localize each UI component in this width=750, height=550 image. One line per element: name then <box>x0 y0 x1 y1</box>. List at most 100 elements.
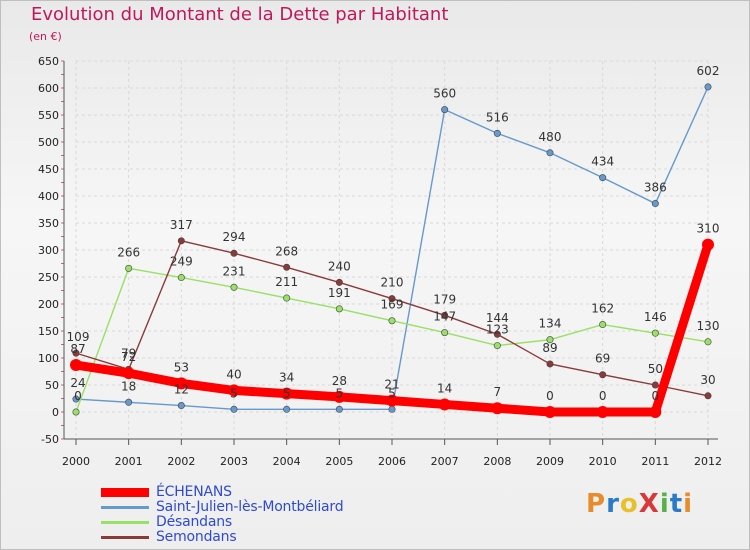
data-point <box>230 405 238 413</box>
data-point <box>72 349 80 357</box>
data-point <box>72 408 80 416</box>
data-label: 5 <box>388 386 396 400</box>
y-tick-label: 600 <box>38 82 59 95</box>
data-point <box>546 149 554 157</box>
legend-label: ÉCHENANS <box>156 484 232 500</box>
chart-subtitle: (en €) <box>29 30 62 43</box>
data-label: 123 <box>486 323 509 337</box>
data-point <box>704 83 712 91</box>
logo-letter: o <box>619 489 639 519</box>
data-label: 266 <box>117 245 140 259</box>
data-point <box>283 405 291 413</box>
data-point <box>438 398 451 411</box>
x-tick-label: 2012 <box>694 455 722 468</box>
data-point <box>491 402 504 415</box>
data-point <box>704 338 712 346</box>
data-point <box>702 238 714 251</box>
data-label: 602 <box>697 64 720 78</box>
data-label: 30 <box>700 373 715 387</box>
y-tick-label: 200 <box>38 298 59 311</box>
data-point <box>230 283 238 291</box>
data-point <box>649 406 662 418</box>
data-label: 268 <box>275 244 298 258</box>
data-label: 130 <box>697 319 720 333</box>
data-label: 5 <box>230 386 238 400</box>
data-point <box>335 278 343 286</box>
data-label: 162 <box>591 302 614 316</box>
y-tick-label: -50 <box>41 433 59 446</box>
x-tick-label: 2007 <box>431 455 459 468</box>
logo-letter: P <box>586 489 607 519</box>
data-label: 179 <box>433 292 456 306</box>
data-label: 191 <box>328 286 351 300</box>
data-point <box>441 311 449 319</box>
grid-lines <box>75 60 709 440</box>
data-label: 5 <box>336 386 344 400</box>
legend-swatch <box>101 521 149 524</box>
data-point <box>493 330 501 338</box>
data-point <box>177 274 185 282</box>
data-label: 72 <box>121 350 136 364</box>
x-tick-label: 2002 <box>167 455 195 468</box>
y-tick-label: 100 <box>38 352 59 365</box>
data-point <box>230 249 238 257</box>
data-label: 434 <box>591 155 614 169</box>
data-label: 24 <box>70 376 85 390</box>
y-tick-label: 350 <box>38 217 59 230</box>
legend-label: Désandans <box>156 514 232 530</box>
data-point <box>388 317 396 325</box>
data-label: 144 <box>486 311 509 325</box>
x-tick-label: 2005 <box>325 455 353 468</box>
data-label: 0 <box>599 389 607 403</box>
data-point <box>651 329 659 337</box>
data-point <box>651 381 659 389</box>
data-label: 317 <box>170 218 193 232</box>
data-label: 310 <box>697 222 720 236</box>
data-point <box>599 321 607 329</box>
data-label: 211 <box>275 275 298 289</box>
y-tick-label: 650 <box>38 55 59 68</box>
data-point <box>333 390 346 403</box>
data-point <box>441 329 449 337</box>
data-label: 7 <box>494 385 502 399</box>
data-label: 146 <box>644 310 667 324</box>
data-label: 5 <box>283 386 291 400</box>
data-label: 480 <box>539 130 562 144</box>
data-label: 87 <box>70 342 85 356</box>
data-label: 231 <box>223 264 246 278</box>
data-label: 560 <box>433 87 456 101</box>
data-point <box>546 360 554 368</box>
data-point <box>546 336 554 344</box>
x-tick-label: 2010 <box>589 455 617 468</box>
data-label: 0 <box>546 389 554 403</box>
data-point <box>388 295 396 303</box>
data-label: 0 <box>74 389 82 403</box>
data-point <box>335 305 343 313</box>
data-label: 294 <box>223 230 246 244</box>
data-label: 147 <box>433 310 456 324</box>
data-label: 0 <box>652 389 660 403</box>
data-label: 109 <box>67 330 90 344</box>
data-point <box>599 371 607 379</box>
data-label: 79 <box>121 346 136 360</box>
data-point <box>493 342 501 350</box>
data-label: 53 <box>174 360 189 374</box>
data-label: 240 <box>328 259 351 273</box>
data-point <box>386 394 398 407</box>
data-point <box>335 405 343 413</box>
data-point <box>72 395 80 403</box>
data-label: 249 <box>170 255 193 269</box>
data-point <box>283 294 291 302</box>
data-label: 50 <box>648 362 663 376</box>
logo-letter: X <box>638 489 660 519</box>
data-label: 40 <box>226 367 241 381</box>
data-point <box>177 402 185 410</box>
logo-letter: r <box>606 489 620 519</box>
data-point <box>441 106 449 114</box>
legend-label: Saint-Julien-lès-Montbéliard <box>156 499 344 515</box>
data-point <box>388 405 396 413</box>
x-tick-label: 2000 <box>62 455 90 468</box>
